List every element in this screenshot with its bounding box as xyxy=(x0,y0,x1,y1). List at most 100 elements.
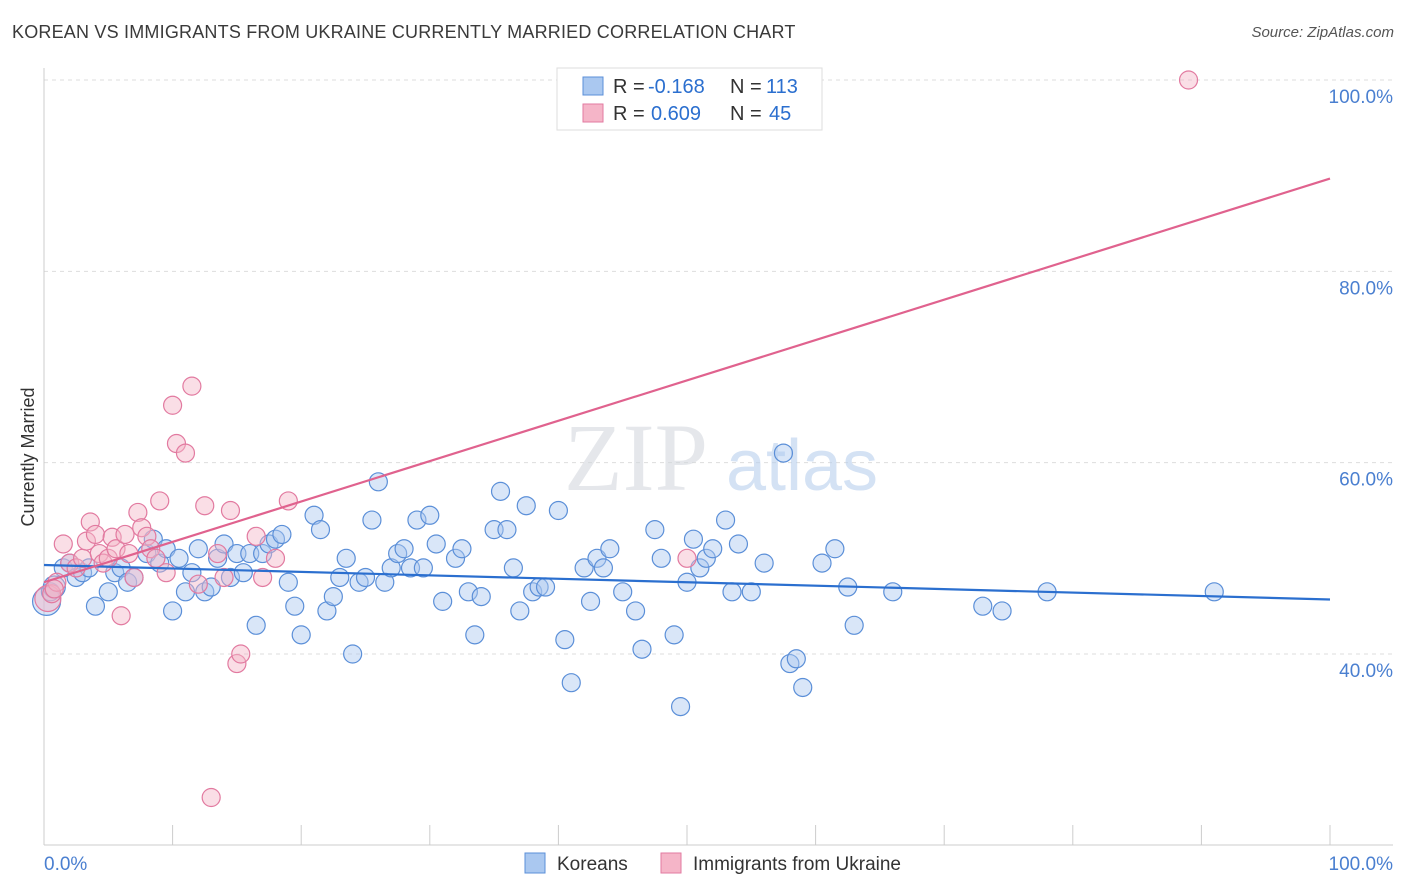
koreans-point xyxy=(208,548,228,568)
ukraine-point xyxy=(124,567,144,588)
koreans-point xyxy=(645,520,665,540)
koreans-point xyxy=(220,567,241,588)
koreans-point xyxy=(651,548,671,568)
koreans-point xyxy=(98,582,118,602)
ukraine-legend-label: Immigrants from Ukraine xyxy=(693,854,901,875)
watermark-zip: ZIP xyxy=(564,404,708,511)
koreans-point xyxy=(465,625,485,645)
ukraine-point xyxy=(253,567,273,588)
koreans-point xyxy=(812,553,832,573)
x-tick-label-min: 0.0% xyxy=(44,854,87,875)
ukraine-point xyxy=(111,606,131,626)
koreans-point xyxy=(304,505,324,525)
koreans-point xyxy=(233,563,253,583)
koreans-point xyxy=(407,510,427,530)
koreans-point xyxy=(741,582,761,602)
koreans-point xyxy=(503,558,523,578)
koreans-point xyxy=(548,500,569,521)
koreans-point xyxy=(381,558,401,578)
koreans-point xyxy=(883,582,903,602)
ukraine-point xyxy=(677,548,697,568)
koreans-point xyxy=(825,539,845,559)
chart-title: KOREAN VS IMMIGRANTS FROM UKRAINE CURREN… xyxy=(12,22,796,42)
chart-source: Source: ZipAtlas.com xyxy=(1251,24,1394,41)
y-tick-label-100: 100.0% xyxy=(1329,87,1394,108)
koreans-point xyxy=(973,596,993,616)
koreans-point xyxy=(632,639,652,659)
koreans-point xyxy=(214,534,234,554)
ukraine-point xyxy=(265,548,286,568)
ukraine-point xyxy=(195,496,215,516)
koreans-r-value: -0.168 xyxy=(648,76,705,98)
koreans-point xyxy=(420,505,440,525)
koreans-point xyxy=(722,582,742,602)
koreans-point xyxy=(394,539,414,559)
koreans-point xyxy=(426,534,446,554)
koreans-point xyxy=(323,586,343,607)
ukraine-point xyxy=(182,376,202,396)
koreans-point xyxy=(728,534,749,554)
ukraine-r-label: R = xyxy=(613,103,645,125)
ukraine-point xyxy=(156,563,176,583)
ukraine-point xyxy=(115,524,135,545)
koreans-point xyxy=(587,548,607,568)
koreans-point xyxy=(445,548,466,568)
koreans-point xyxy=(490,481,511,501)
koreans-point xyxy=(169,548,189,568)
koreans-point xyxy=(85,596,106,616)
koreans-point xyxy=(458,582,478,602)
koreans-swatch xyxy=(524,852,546,874)
watermark: ZIP atlas xyxy=(564,404,878,511)
ukraine-n-value: 45 xyxy=(769,103,791,125)
koreans-point xyxy=(368,472,388,492)
ukraine-swatch xyxy=(660,852,682,874)
koreans-point xyxy=(992,601,1012,621)
koreans-point xyxy=(317,601,337,621)
koreans-point xyxy=(433,591,453,611)
koreans-point xyxy=(246,615,266,635)
koreans-point xyxy=(703,539,723,559)
koreans-point xyxy=(773,443,794,463)
ukraine-point xyxy=(106,539,126,559)
ukraine-point xyxy=(214,567,234,588)
y-tick-labels: 40.0% 60.0% 80.0% 100.0% xyxy=(1329,87,1394,682)
ukraine-point xyxy=(1178,70,1199,90)
ukraine-point xyxy=(201,787,221,808)
x-tick-label-max: 100.0% xyxy=(1329,854,1394,875)
ukraine-point xyxy=(80,512,100,532)
koreans-point xyxy=(625,601,646,621)
ukraine-point xyxy=(137,526,157,546)
koreans-point xyxy=(593,558,614,578)
ukraine-point xyxy=(85,524,106,545)
koreans-point xyxy=(163,601,183,621)
ukraine-point xyxy=(231,644,251,664)
koreans-point xyxy=(336,548,356,568)
koreans-point xyxy=(362,510,382,530)
koreans-point xyxy=(555,630,575,650)
ukraine-point xyxy=(150,491,170,511)
axes-layer xyxy=(43,68,1393,846)
koreans-point xyxy=(497,520,517,540)
koreans-point xyxy=(510,601,530,621)
koreans-point xyxy=(580,591,601,611)
ukraine-point xyxy=(53,534,73,554)
koreans-point xyxy=(310,520,331,540)
ukraine-n-label: N = xyxy=(730,103,762,125)
koreans-point xyxy=(471,586,491,607)
koreans-point xyxy=(291,625,311,645)
koreans-legend-label: Koreans xyxy=(557,854,628,875)
ukraine-point xyxy=(175,443,196,463)
ukraine-r-value: 0.609 xyxy=(651,103,701,125)
ukraine-legend-swatch xyxy=(582,103,604,123)
koreans-point xyxy=(413,558,433,578)
koreans-point xyxy=(574,558,594,578)
koreans-point xyxy=(278,572,298,592)
koreans-point xyxy=(1204,582,1224,602)
koreans-point xyxy=(754,553,774,573)
koreans-point xyxy=(516,496,536,516)
ukraine-point xyxy=(44,579,64,599)
koreans-point xyxy=(355,567,376,588)
ukraine-point xyxy=(128,502,148,523)
koreans-point xyxy=(253,543,273,564)
